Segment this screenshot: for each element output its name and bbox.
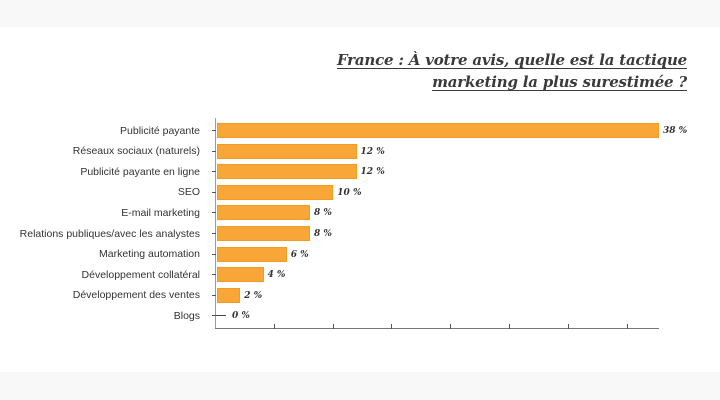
- y-tick: [212, 274, 216, 276]
- value-label: 38 %: [662, 126, 688, 136]
- category-label: Marketing automation: [99, 248, 200, 261]
- x-axis: [215, 328, 659, 329]
- y-tick: [212, 212, 216, 214]
- x-tick: [273, 324, 275, 329]
- bar: [217, 184, 334, 200]
- bar: [217, 205, 311, 221]
- chart-title-line-2: marketing la plus surestimée ?: [432, 73, 687, 91]
- y-tick: [212, 233, 216, 234]
- value-label: 6 %: [290, 249, 309, 260]
- y-tick: [212, 315, 216, 317]
- value-label: 8 %: [314, 229, 332, 239]
- zero-bar: [216, 315, 226, 317]
- x-tick: [391, 324, 393, 329]
- value-label: 2 %: [244, 290, 263, 301]
- bar: [217, 143, 357, 159]
- bottom-band: [0, 372, 720, 400]
- value-label: 0 %: [232, 311, 250, 322]
- y-tick: [212, 191, 216, 193]
- category-label: Relations publiques/avec les analystes: [19, 227, 200, 240]
- category-label: E-mail marketing: [121, 206, 200, 219]
- category-label: Développement des ventes: [72, 289, 200, 302]
- bar: [217, 246, 287, 262]
- y-tick: [212, 294, 216, 296]
- x-tick: [567, 324, 569, 329]
- category-label: Blogs: [173, 309, 200, 322]
- category-label: Publicité payante en ligne: [80, 165, 200, 178]
- y-axis: [215, 118, 216, 329]
- category-label: SEO: [177, 186, 200, 199]
- chart-title: France : À votre avis, quelle est la tac…: [337, 49, 687, 93]
- bar: [217, 226, 311, 241]
- x-tick: [509, 324, 510, 329]
- x-tick: [332, 324, 334, 329]
- category-label: Publicité payante: [120, 124, 200, 137]
- bar: [217, 267, 264, 283]
- chart-title-line-1: France : À votre avis, quelle est la tac…: [337, 51, 687, 69]
- top-band: [0, 0, 720, 27]
- y-tick: [212, 150, 216, 152]
- x-tick: [626, 324, 628, 329]
- value-label: 12 %: [360, 146, 385, 157]
- bar: [217, 123, 659, 138]
- y-tick: [212, 130, 216, 131]
- x-tick: [450, 324, 452, 329]
- category-label: Réseaux sociaux (naturels): [72, 145, 200, 158]
- bar-chart: Publicité payante 38 % Réseaux sociaux (na…: [19, 118, 688, 329]
- bar: [217, 287, 241, 303]
- value-label: 10 %: [337, 187, 362, 198]
- bar: [217, 164, 357, 180]
- category-label: Développement collatéral: [81, 268, 200, 281]
- y-tick: [212, 171, 216, 173]
- value-label: 8 %: [314, 208, 332, 219]
- y-tick: [212, 253, 216, 255]
- value-label: 12 %: [360, 167, 385, 178]
- value-label: 4 %: [267, 270, 286, 281]
